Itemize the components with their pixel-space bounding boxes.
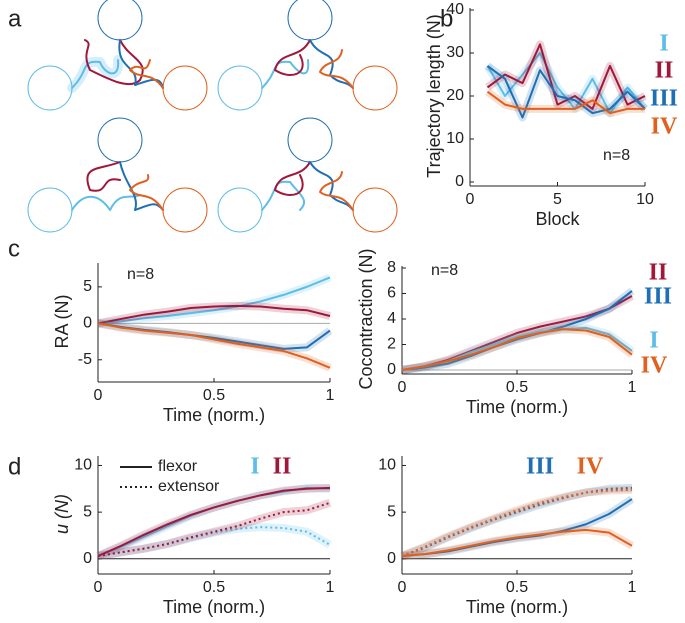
y-tick-label: 4 [387, 310, 396, 327]
y-tick-label: 0 [83, 315, 92, 332]
trajectory-panel [217, 117, 398, 233]
series-label: IV [577, 454, 604, 480]
series-label: III [644, 284, 672, 310]
trajectory-panel [27, 0, 208, 111]
series-label: II [273, 454, 292, 480]
x-tick-label: 0.5 [506, 379, 528, 396]
series-line [401, 328, 633, 371]
y-tick-label: 6 [387, 285, 396, 302]
x-tick-label: 0 [466, 191, 475, 208]
series-label: III [650, 86, 678, 112]
x-tick-label: 1 [628, 379, 637, 396]
y-tick-label: 0 [83, 550, 92, 567]
x-tick-label: 1 [628, 579, 637, 596]
y-tick-label: 20 [446, 87, 464, 104]
series-line [401, 290, 633, 371]
line-shade [97, 498, 332, 560]
series-line [486, 43, 646, 110]
panel-label: a [8, 5, 22, 32]
series-line [97, 322, 331, 369]
y-tick-label: 0 [387, 550, 396, 567]
y-tick-label: 5 [387, 503, 396, 520]
panel-label: c [8, 235, 20, 262]
legend-label: flexor [158, 458, 198, 475]
y-tick-label: 10 [378, 457, 396, 474]
y-tick-label: 10 [74, 457, 92, 474]
panel-a-trajectories [27, 0, 398, 233]
x-tick-label: 1 [326, 387, 335, 404]
series-label: I [649, 328, 658, 354]
series-line [486, 65, 646, 119]
y-axis-label: Cocontraction (N) [356, 248, 376, 389]
series-line [401, 488, 633, 557]
x-axis-label: Block [535, 209, 580, 229]
annotation: n=8 [127, 266, 154, 283]
x-axis-label: Time (norm.) [466, 597, 568, 617]
x-axis-label: Time (norm.) [163, 405, 265, 425]
x-tick-label: 0 [94, 579, 103, 596]
y-axis-label: Trajectory length (N) [424, 14, 444, 177]
series-line [97, 486, 331, 557]
x-tick-label: 0.5 [203, 579, 225, 596]
y-tick-label: 40 [446, 1, 464, 18]
y-tick-label: 30 [446, 44, 464, 61]
y-tick-label: 2 [387, 336, 396, 353]
series-label: I [250, 454, 259, 480]
trajectory-panel [27, 117, 208, 233]
annotation: n=8 [431, 262, 458, 279]
y-tick-label: 10 [446, 130, 464, 147]
y-tick-label: -5 [78, 351, 92, 368]
x-tick-label: 0 [398, 379, 407, 396]
x-tick-label: 0.5 [203, 387, 225, 404]
x-tick-label: 1 [326, 579, 335, 596]
x-tick-label: 10 [636, 191, 654, 208]
line-shade [96, 483, 331, 560]
x-axis-label: Time (norm.) [466, 397, 568, 417]
series-label: IV [651, 114, 678, 140]
line-shade [97, 301, 331, 328]
x-tick-label: 5 [553, 191, 562, 208]
x-tick-label: 0 [94, 387, 103, 404]
series-line [97, 276, 331, 325]
y-tick-label: 5 [83, 278, 92, 295]
series-line [97, 304, 331, 325]
y-tick-label: 8 [387, 259, 396, 276]
x-axis-label: Time (norm.) [163, 597, 265, 617]
series-label: II [649, 260, 668, 286]
y-axis-label: RA (N) [52, 295, 72, 349]
series-label: III [526, 454, 554, 480]
series-line [486, 90, 645, 115]
panel-label: d [8, 453, 21, 480]
trajectory-panel [217, 0, 398, 111]
series-label: IV [641, 353, 668, 379]
y-tick-label: 0 [387, 361, 396, 378]
series-label: I [659, 31, 668, 57]
y-tick-label: 0 [455, 173, 464, 190]
x-tick-label: 0.5 [506, 579, 528, 596]
y-tick-label: 5 [83, 503, 92, 520]
y-axis-label: u (N) [52, 494, 72, 534]
legend-label: extensor [158, 478, 220, 495]
series-label: II [655, 58, 674, 84]
series-line [401, 528, 633, 557]
x-tick-label: 0 [398, 579, 407, 596]
panel-label: b [440, 5, 453, 32]
annotation: n=8 [603, 147, 630, 164]
series-line [97, 526, 331, 557]
